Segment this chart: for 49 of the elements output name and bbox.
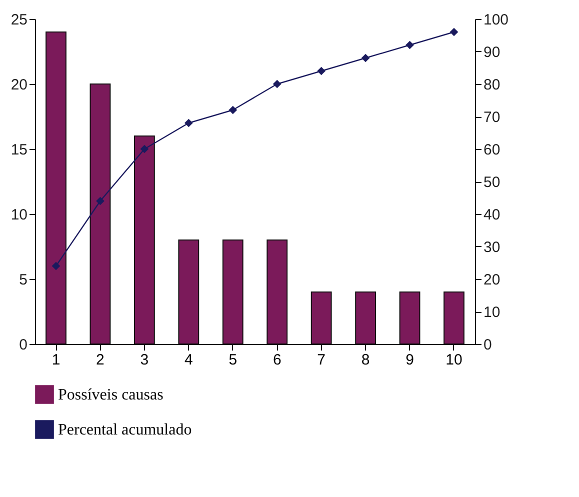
y-tick-label: 5 [19,272,28,288]
y2-tick-label: 20 [484,272,500,288]
y2-tick-label: 80 [484,76,500,94]
y2-tick-label: 90 [484,44,500,61]
x-tick-label: 8 [361,352,370,368]
y2-tick-label: 10 [484,304,500,321]
x-tick-label: 5 [228,352,238,368]
y2-tick-label: 0 [484,336,492,354]
point [317,66,326,76]
bar [222,240,244,344]
point [272,80,282,88]
point [52,262,60,270]
bar [355,292,376,344]
x-tick-label: 10 [446,352,462,368]
bar [178,240,200,344]
x-tick-label: 3 [140,352,149,368]
x-tick-label: 9 [406,352,414,368]
y2-tick-label: 40 [484,206,500,224]
point [450,28,458,36]
y2-tick-label: 60 [484,142,500,158]
y2-tick-label: 100 [484,12,509,28]
point [406,40,414,50]
y-tick-label: 10 [10,206,28,224]
point [228,106,238,114]
x-tick-label: 2 [96,352,104,368]
y-tick-label: 15 [10,142,28,158]
bar [444,292,464,344]
y2-tick-label: 50 [484,174,500,191]
legend-label: Percental acumulado [58,422,192,438]
y-tick-label: 0 [19,336,28,354]
bar [90,84,111,344]
bar [266,240,288,344]
point [96,196,104,206]
point [184,118,193,128]
bar [310,292,332,344]
x-tick-label: 7 [317,352,326,368]
bar [46,32,66,344]
y2-tick-label: 70 [484,109,500,126]
y-tick-label: 25 [10,12,28,28]
x-tick-label: 6 [272,352,282,368]
x-tick-label: 4 [184,352,193,368]
point [361,54,370,62]
x-tick-label: 1 [52,352,60,368]
legend-label: Possíveis causas [58,386,164,404]
y-tick-label: 20 [10,76,28,94]
y2-tick-label: 30 [484,239,500,256]
bar [134,136,155,344]
point [140,144,149,154]
bar [399,292,420,344]
